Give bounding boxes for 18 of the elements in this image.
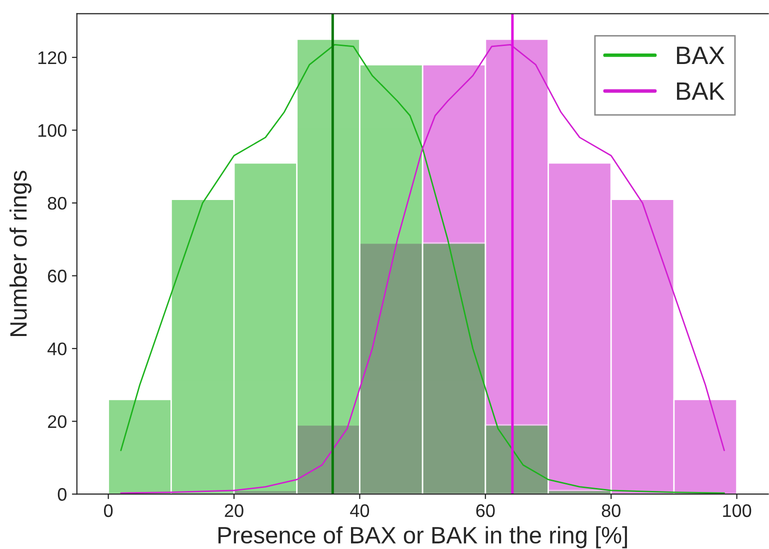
y-tick-label: 60	[48, 270, 66, 282]
x-axis-title: Presence of BAX or BAK in the ring [%]	[218, 526, 627, 548]
legend-label: BAX	[677, 46, 724, 64]
line-series	[120, 44, 725, 494]
y-tick-label: 20	[48, 415, 66, 428]
x-tick-label: 100	[723, 504, 752, 518]
legend-label: BAK	[677, 82, 725, 100]
x-tick-label: 60	[476, 504, 495, 518]
y-tick-label: 120	[38, 51, 66, 64]
y-axis-title: Number of rings	[9, 170, 32, 336]
y-tick-label: 0	[58, 488, 66, 501]
x-tick-label: 20	[224, 504, 244, 518]
y-tick-label: 80	[48, 196, 66, 210]
x-tick-label: 80	[602, 504, 620, 518]
y-tick-label: 40	[48, 342, 66, 356]
y-tick-label: 100	[38, 124, 66, 137]
x-tick-label: 40	[350, 504, 370, 518]
x-tick-label: 0	[104, 504, 113, 518]
